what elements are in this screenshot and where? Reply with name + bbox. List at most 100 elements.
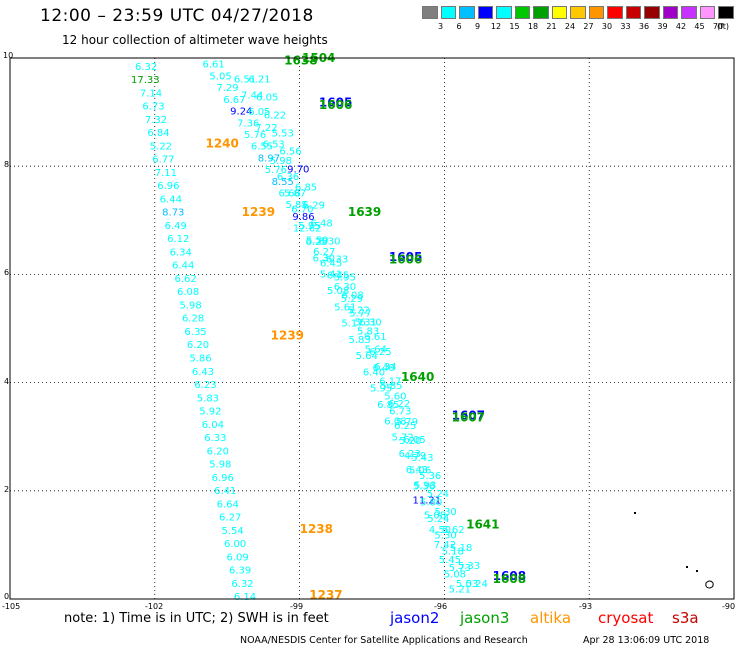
coastline-islands: [634, 512, 713, 588]
wave-height-value: 7.32: [145, 115, 167, 126]
wave-height-value: 6.64: [217, 499, 239, 510]
scale-label: 30: [599, 22, 615, 31]
scale-swatch: [533, 6, 549, 19]
wave-height-map: 6.3217.337.146.737.326.845.226.777.116.9…: [0, 0, 740, 650]
island-dot: [696, 570, 698, 572]
wave-height-value: 6.08: [341, 291, 363, 302]
wave-height-value: 6.00: [224, 539, 246, 550]
wave-height-value: 5.24: [427, 489, 449, 500]
legend-altika: altika: [530, 609, 571, 627]
wave-height-value: 6.28: [182, 314, 204, 325]
wave-height-value: 5.98: [209, 460, 231, 471]
wave-height-value: 6.05: [404, 435, 426, 446]
pass-time-label: 1606: [319, 98, 352, 112]
wave-height-value: 5.33: [458, 561, 480, 572]
wave-height-value: 5.53: [272, 128, 294, 139]
legend-jason2: jason2: [390, 609, 439, 627]
scale-swatch: [459, 6, 475, 19]
scale-swatch: [607, 6, 623, 19]
scale-label: 12: [488, 22, 504, 31]
scale-label: 39: [655, 22, 671, 31]
wave-height-value: 6.62: [175, 274, 197, 285]
wave-height-value: 6.39: [229, 566, 251, 577]
scale-swatch: [589, 6, 605, 19]
wave-height-value: 6.20: [187, 340, 209, 351]
wave-height-value: 8.73: [162, 208, 184, 219]
wave-height-value: 6.61: [203, 60, 225, 71]
scale-swatch: [552, 6, 568, 19]
pass-time-label: 1608: [493, 572, 526, 586]
legend-cryosat: cryosat: [598, 609, 653, 627]
wave-height-value: 6.23: [194, 380, 216, 391]
wave-height-value: 7.14: [140, 88, 162, 99]
x-tick-label: -99: [290, 602, 303, 611]
scale-swatch: [478, 6, 494, 19]
pass-time-label: 1640: [401, 370, 434, 384]
scale-label: 9: [470, 22, 486, 31]
scale-label: 3: [433, 22, 449, 31]
wave-height-value: 6.09: [226, 552, 248, 563]
wave-height-value: 6.44: [172, 261, 194, 272]
scale-swatch: [663, 6, 679, 19]
y-tick-label: 6: [4, 268, 9, 277]
wave-height-value: 6.27: [219, 513, 241, 524]
x-tick-label: -90: [722, 602, 735, 611]
wave-height-value: 6.30: [318, 237, 340, 248]
scale-label: 27: [581, 22, 597, 31]
pass-time-label: 1641: [466, 518, 499, 532]
scale-swatch: [441, 6, 457, 19]
wave-height-value: 6.34: [170, 247, 192, 258]
wave-height-value: 6.05: [256, 92, 278, 103]
wave-height-value: 6.85: [295, 183, 317, 194]
wave-height-value: 5.92: [199, 407, 221, 418]
wave-height-value: 5.64: [365, 345, 387, 356]
wave-height-value: 6.21: [248, 74, 270, 85]
pass-time-label: 1238: [300, 522, 333, 536]
wave-height-value: 5.77: [349, 309, 371, 320]
wave-height-value: 7.11: [155, 168, 177, 179]
wave-height-value: 6.22: [264, 110, 286, 121]
units-note: note: 1) Time is in UTC; 2) SWH is in fe…: [64, 611, 329, 626]
wave-height-value: 5.30: [435, 507, 457, 518]
wave-height-value: 6.04: [202, 420, 224, 431]
wave-height-value: 5.22: [150, 141, 172, 152]
wave-height-value: 5.36: [419, 471, 441, 482]
wave-height-value: 9.70: [287, 164, 309, 175]
pass-time-label: 1607: [452, 411, 485, 425]
wave-height-value: 6.32: [135, 62, 157, 73]
legend-jason3: jason3: [460, 609, 509, 627]
wave-height-value: 6.29: [303, 201, 325, 212]
scale-label: 33: [618, 22, 634, 31]
wave-height-value: 5.18: [450, 543, 472, 554]
wave-height-value: 5.98: [179, 300, 201, 311]
x-tick-label: -93: [579, 602, 592, 611]
wave-height-value: 6.41: [214, 486, 236, 497]
wave-height-value: 5.05: [209, 71, 231, 82]
y-tick-label: 4: [4, 377, 9, 386]
wave-height-value: 5.24: [466, 579, 488, 590]
pass-time-label: 1639: [348, 205, 381, 219]
wave-height-value: 6.48: [310, 219, 332, 230]
generation-timestamp: Apr 28 13:06:09 UTC 2018: [583, 635, 709, 646]
scale-label: 36: [636, 22, 652, 31]
wave-height-value: 5.83: [357, 327, 379, 338]
y-tick-label: 8: [4, 160, 9, 169]
scale-swatch: [718, 6, 734, 19]
y-tick-label: 2: [4, 485, 9, 494]
wave-height-value: 6.32: [231, 579, 253, 590]
scale-swatch: [422, 6, 438, 19]
wave-height-value: 6.14: [234, 592, 256, 603]
wave-height-value: 6.56: [279, 146, 301, 157]
wave-height-value: 6.35: [184, 327, 206, 338]
wave-height-value: 6.43: [192, 367, 214, 378]
island-dot: [634, 512, 636, 514]
wave-height-value: 5.79: [396, 417, 418, 428]
wave-height-value: 5.95: [334, 273, 356, 284]
x-tick-label: -105: [2, 602, 20, 611]
wave-height-value: 6.73: [142, 102, 164, 113]
wave-height-value: 6.84: [147, 128, 169, 139]
agency-credit: NOAA/NESDIS Center for Satellite Applica…: [240, 635, 528, 646]
pass-time-label: 1606: [389, 253, 422, 267]
wave-height-value: 5.43: [411, 453, 433, 464]
wave-height-value: 6.49: [165, 221, 187, 232]
